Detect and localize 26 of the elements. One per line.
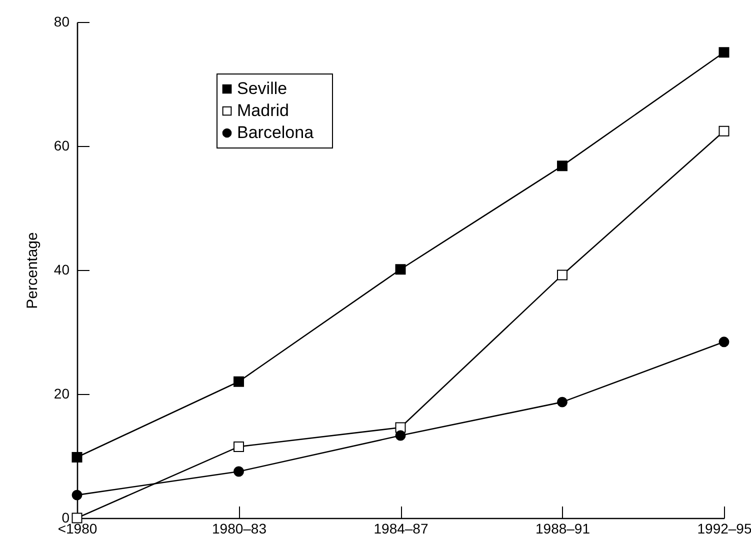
x-tick-label: 1984–87 <box>374 520 428 536</box>
point <box>72 452 82 462</box>
x-tick-label: 1988–91 <box>535 520 590 536</box>
y-tick-label: 60 <box>54 138 70 154</box>
x-tick-label: 1992–95 <box>697 520 751 536</box>
legend-label: Seville <box>237 79 288 98</box>
point <box>718 126 730 136</box>
y-tick-label: 20 <box>54 386 70 402</box>
point <box>72 512 82 524</box>
point <box>557 396 568 408</box>
y-tick-label: 40 <box>54 262 70 278</box>
point <box>395 264 406 275</box>
y-axis-title: Percentage <box>24 232 41 309</box>
point <box>718 47 730 58</box>
point <box>557 160 568 172</box>
x-tick-label: 1980–83 <box>212 520 267 536</box>
point <box>395 430 406 441</box>
point <box>234 441 244 452</box>
legend-label: Madrid <box>237 101 289 120</box>
point <box>234 376 244 387</box>
y-tick-label: 80 <box>54 14 70 30</box>
point <box>234 466 244 477</box>
point <box>718 336 730 348</box>
point <box>72 490 82 500</box>
legend-label: Barcelona <box>237 123 314 142</box>
point <box>557 270 568 280</box>
